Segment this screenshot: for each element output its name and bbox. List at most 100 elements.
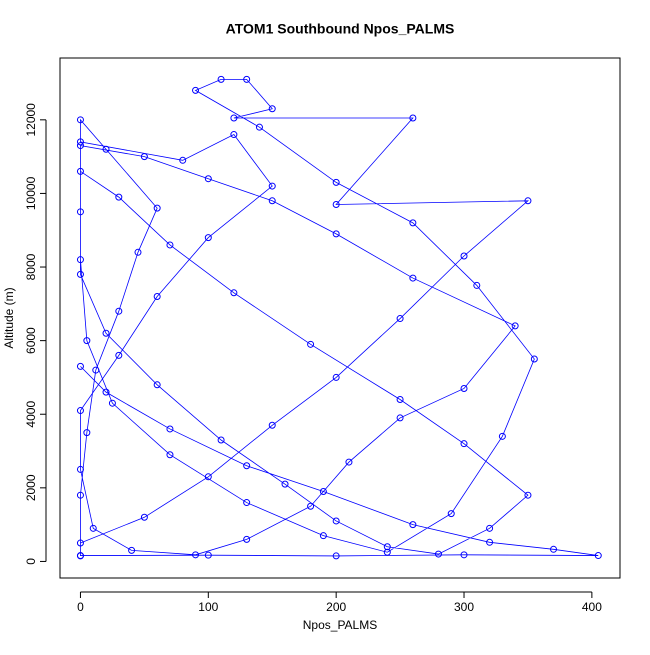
point [76, 362, 84, 370]
point [550, 545, 558, 553]
y-tick-label: 2000 [24, 474, 38, 501]
point [76, 138, 84, 146]
point [134, 248, 142, 256]
point [332, 517, 340, 525]
plot-frame [59, 57, 621, 579]
point [230, 131, 238, 139]
point [83, 337, 91, 345]
point [332, 230, 340, 238]
point [319, 488, 327, 496]
point [217, 436, 225, 444]
point [332, 200, 340, 208]
point [255, 123, 263, 131]
point [409, 521, 417, 529]
point [166, 451, 174, 459]
point [153, 381, 161, 389]
point [281, 480, 289, 488]
point [460, 551, 468, 559]
point [486, 538, 494, 546]
point [409, 114, 417, 122]
x-axis-label: Npos_PALMS [303, 618, 377, 632]
x-tick-label: 100 [198, 600, 218, 614]
point [166, 241, 174, 249]
point [76, 142, 84, 150]
point [76, 270, 84, 278]
point [153, 204, 161, 212]
point [460, 440, 468, 448]
point [76, 116, 84, 124]
point [76, 256, 84, 264]
point [83, 429, 91, 437]
point [319, 532, 327, 540]
y-tick-label: 6000 [24, 327, 38, 354]
point [115, 193, 123, 201]
point [179, 156, 187, 164]
point [243, 462, 251, 470]
x-tick-label: 200 [326, 600, 346, 614]
point [140, 153, 148, 161]
x-tick-label: 300 [454, 600, 474, 614]
point [230, 114, 238, 122]
point [345, 458, 353, 466]
point [530, 355, 538, 363]
point [76, 407, 84, 415]
point [243, 499, 251, 507]
point [76, 491, 84, 499]
point [434, 550, 442, 558]
point [76, 552, 84, 560]
point [396, 414, 404, 422]
point [332, 552, 340, 560]
point [204, 175, 212, 183]
y-tick-label: 10000 [24, 176, 38, 210]
point [76, 167, 84, 175]
point [128, 546, 136, 554]
point [383, 548, 391, 556]
point [76, 539, 84, 547]
point [108, 399, 116, 407]
point [460, 384, 468, 392]
x-tick-label: 0 [77, 600, 84, 614]
point [76, 465, 84, 473]
point [460, 252, 468, 260]
chart-title: ATOM1 Southbound Npos_PALMS [226, 21, 455, 37]
y-tick-label: 4000 [24, 401, 38, 428]
point [204, 234, 212, 242]
point [268, 197, 276, 205]
point [332, 178, 340, 186]
series-line [80, 78, 599, 557]
point [268, 421, 276, 429]
point [243, 75, 251, 83]
point [76, 208, 84, 216]
point [243, 535, 251, 543]
point [192, 551, 200, 559]
point [268, 182, 276, 190]
x-tick-label: 400 [582, 600, 602, 614]
point [498, 432, 506, 440]
point [332, 373, 340, 381]
point [217, 75, 225, 83]
point [89, 524, 97, 532]
point [153, 292, 161, 300]
point [192, 86, 200, 94]
point [102, 388, 110, 396]
point [594, 552, 602, 560]
y-tick-label: 0 [24, 558, 38, 565]
point [396, 315, 404, 323]
point [307, 340, 315, 348]
point [524, 197, 532, 205]
point [140, 513, 148, 521]
point [204, 551, 212, 559]
y-tick-label: 12000 [24, 103, 38, 137]
point [115, 307, 123, 315]
point [166, 425, 174, 433]
point [396, 396, 404, 404]
point [307, 502, 315, 510]
point [230, 289, 238, 297]
point [268, 105, 276, 113]
point [524, 491, 532, 499]
point [102, 145, 110, 153]
point [473, 281, 481, 289]
point [409, 219, 417, 227]
y-axis-label: Altitude (m) [2, 287, 16, 348]
